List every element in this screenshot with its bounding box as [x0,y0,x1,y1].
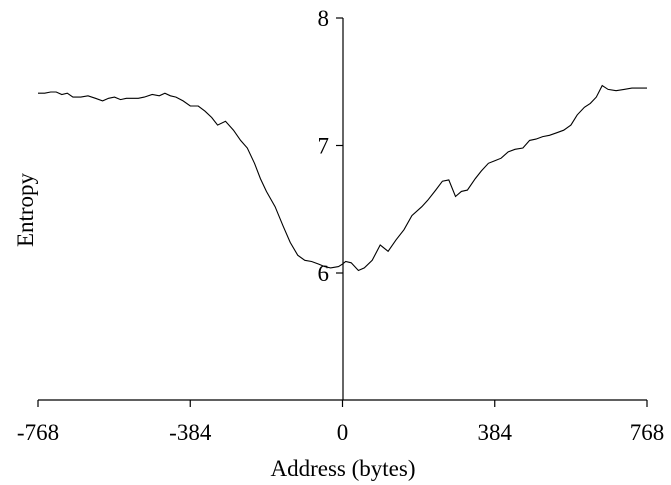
y-ticks: 6 7 8 [318,6,343,286]
y-tick-label: 7 [318,134,330,159]
y-tick-label: 8 [318,6,330,31]
x-ticks: -768 -384 0 384 768 [17,400,664,445]
x-tick-label: 0 [337,420,349,445]
x-tick-label: -384 [169,420,212,445]
x-tick-label: 384 [478,420,513,445]
y-axis-label: Entropy [13,172,38,247]
x-tick-label: -768 [17,420,59,445]
entropy-series-line [38,84,647,272]
x-axis-label: Address (bytes) [271,456,416,481]
y-tick-label: 6 [318,261,330,286]
x-tick-label: 768 [630,420,665,445]
series-group [38,84,647,272]
